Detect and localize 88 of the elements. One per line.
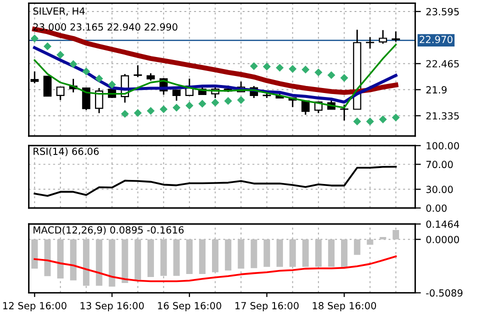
y-tick-label: 21.9 [426,86,447,94]
point [95,74,104,83]
chart-title: MACD(12,26,9) 0.0895 -0.1616 [34,226,184,235]
bar [82,239,90,286]
point [340,74,348,82]
point [146,106,155,115]
bar [238,239,244,269]
bar [57,239,64,279]
point [302,66,310,74]
bar [354,239,360,255]
point [30,34,39,42]
x-tick-label: 12 Sep 16:00 [3,302,66,312]
bar [380,236,386,240]
y-tick-label: 70.00 [426,160,453,168]
bar [173,239,180,276]
y-tick-label: 22.465 [426,60,459,68]
point [327,71,336,80]
point [82,68,90,76]
point [224,97,232,105]
point [69,60,78,68]
candlestick [172,89,181,102]
point [392,114,400,122]
bar [264,239,270,267]
point [134,109,142,117]
chart-title: RSI(14) 66.06 [34,147,99,156]
text: 23.000 23.165 22.940 22.990 [33,23,178,31]
bar [199,239,206,274]
bar [276,239,283,267]
y-tick-label: 100.00 [426,142,459,150]
point [56,50,64,59]
line-series [34,255,397,282]
bar [315,239,322,267]
chart-title: SILVER, H4 [33,7,85,16]
y-tick-label: 0.00 [426,204,447,212]
bar [96,239,102,286]
bar [224,239,232,270]
bar [250,239,258,268]
bar [341,239,348,267]
point [198,100,206,108]
y-tick-label: 21.335 [426,112,459,120]
point [314,68,322,76]
point [276,64,284,72]
candlestick [340,104,348,122]
y-tick-label: -0.5089 [426,289,462,297]
y-tick-label: 30.00 [426,186,453,194]
y-tick-label: 23.595 [426,8,459,16]
bar [186,239,193,274]
bar [289,239,296,267]
point [237,96,245,104]
point [262,62,271,71]
ref-line-label: 22.970 [420,36,452,44]
x-tick-label: 17 Sep 16:00 [235,302,299,312]
point [172,104,180,112]
line-series [34,166,397,197]
candlestick [392,30,400,42]
candlestick [378,29,388,44]
bar [147,239,154,278]
candlestick [95,87,104,114]
bar [31,239,38,269]
bar [392,230,400,240]
x-tick-label: 16 Sep 16:00 [158,302,222,312]
point [185,102,194,110]
point [250,62,258,70]
bar [70,239,77,280]
bar [160,239,167,276]
bar [134,239,142,280]
bar [302,239,309,267]
point [108,80,116,89]
x-tick-label: 18 Sep 16:00 [312,302,376,312]
bar [122,239,128,284]
point [353,118,362,126]
candlestick [56,86,65,101]
y-tick-label: 0.0000 [426,236,459,244]
x-tick-label: 13 Sep 16:00 [80,302,144,312]
candlestick [43,76,52,97]
point [379,115,387,124]
point [160,105,168,114]
point [211,98,220,106]
point [44,42,52,50]
point [288,64,297,73]
y-tick-label: 0.1464 [426,220,460,228]
bar [366,239,374,245]
bar [212,239,218,272]
point [366,118,374,126]
candlestick [134,64,142,78]
candlestick [82,87,90,111]
point [120,110,129,118]
bar [328,239,335,267]
